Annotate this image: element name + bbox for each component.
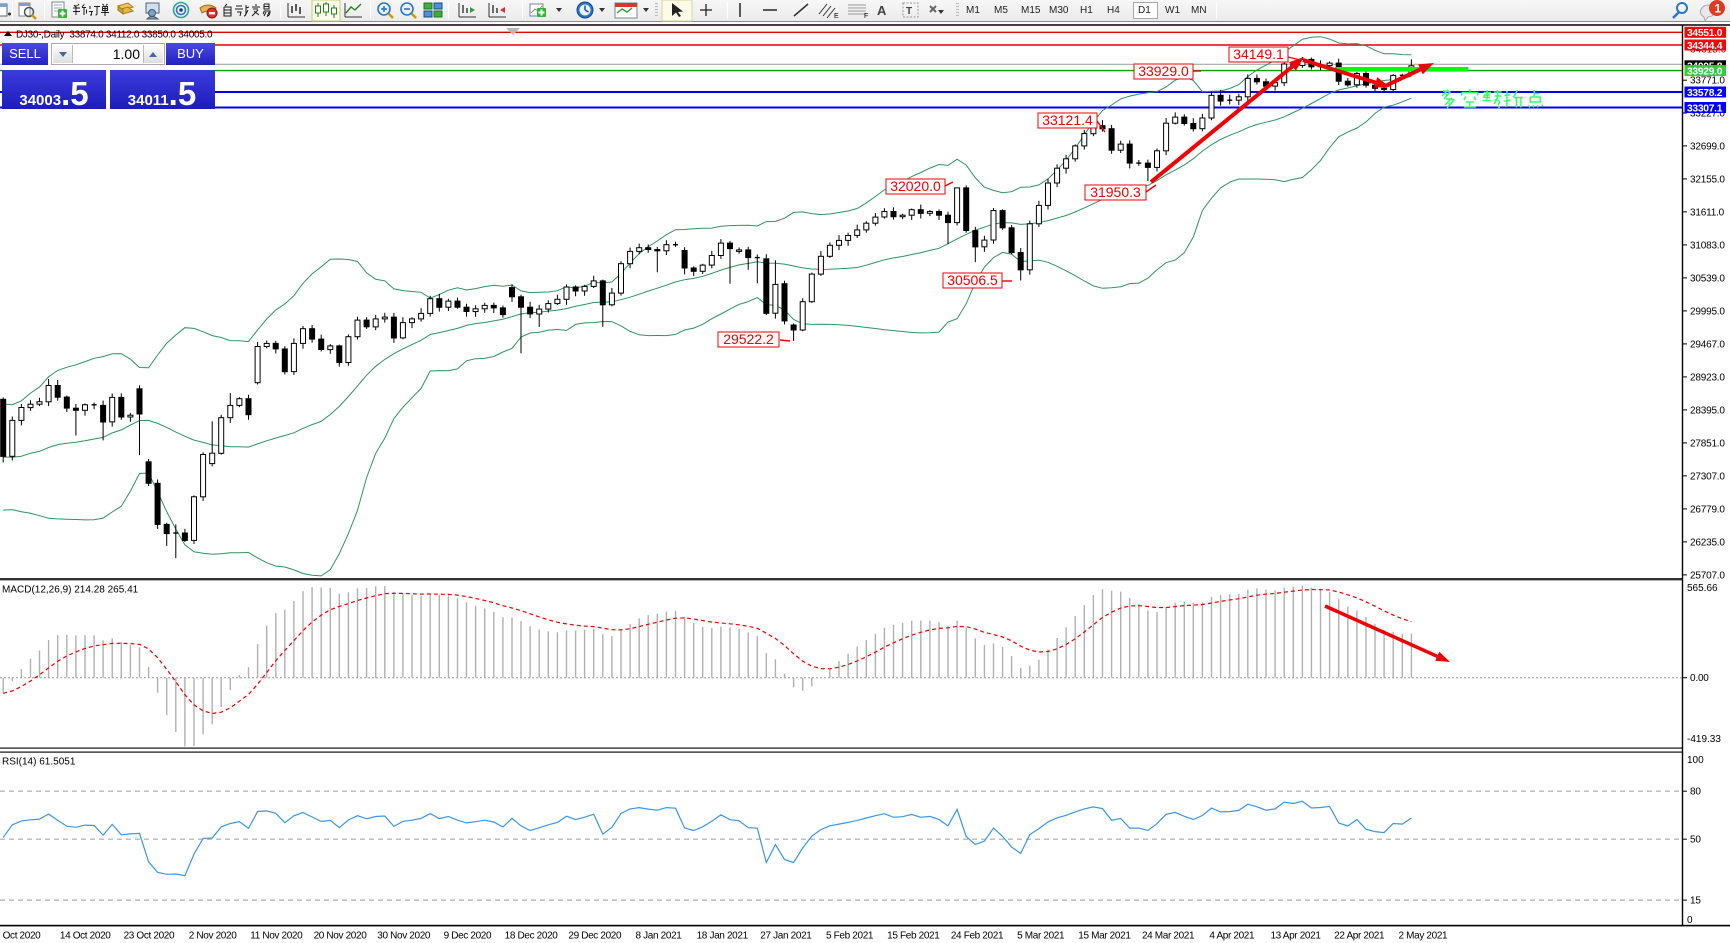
- svg-text:8 Jan 2021: 8 Jan 2021: [636, 931, 683, 942]
- svg-text:24 Feb 2021: 24 Feb 2021: [951, 931, 1004, 942]
- svg-text:33227.0: 33227.0: [1690, 109, 1725, 120]
- svg-text:34149.1: 34149.1: [1233, 46, 1284, 62]
- svg-text:23 Oct 2020: 23 Oct 2020: [124, 931, 175, 942]
- svg-text:2 May 2021: 2 May 2021: [1399, 931, 1449, 942]
- svg-text:32155.0: 32155.0: [1690, 174, 1725, 185]
- svg-text:F: F: [864, 13, 868, 20]
- svg-text:33578.2: 33578.2: [1687, 88, 1723, 99]
- svg-text:33929.0: 33929.0: [1138, 63, 1189, 79]
- svg-text:100: 100: [1687, 755, 1704, 766]
- svg-text:30 Nov 2020: 30 Nov 2020: [377, 931, 431, 942]
- svg-text:Oct 2020: Oct 2020: [3, 931, 42, 942]
- svg-text:MACD(12,26,9) 214.28 265.41: MACD(12,26,9) 214.28 265.41: [2, 585, 139, 596]
- svg-text:32699.0: 32699.0: [1690, 141, 1725, 152]
- svg-text:A: A: [877, 3, 887, 18]
- svg-text:1: 1: [1715, 2, 1722, 16]
- svg-text:32020.0: 32020.0: [890, 178, 941, 194]
- svg-text:29467.0: 29467.0: [1690, 339, 1725, 350]
- svg-text:28395.0: 28395.0: [1690, 405, 1725, 416]
- svg-text:20 Nov 2020: 20 Nov 2020: [314, 931, 368, 942]
- svg-text:28923.0: 28923.0: [1690, 372, 1725, 383]
- svg-text:31083.0: 31083.0: [1690, 240, 1725, 251]
- svg-text:E: E: [834, 13, 839, 20]
- svg-text:5 Feb 2021: 5 Feb 2021: [826, 931, 874, 942]
- svg-text:18 Jan 2021: 18 Jan 2021: [697, 931, 749, 942]
- svg-text:25707.0: 25707.0: [1690, 570, 1725, 581]
- svg-text:34551.0: 34551.0: [1687, 28, 1723, 39]
- svg-text:27 Jan 2021: 27 Jan 2021: [760, 931, 812, 942]
- svg-text:31611.0: 31611.0: [1690, 207, 1725, 218]
- svg-text:14 Oct 2020: 14 Oct 2020: [60, 931, 111, 942]
- svg-text:30539.0: 30539.0: [1690, 273, 1725, 284]
- svg-text:5 Mar 2021: 5 Mar 2021: [1017, 931, 1065, 942]
- svg-text:24 Mar 2021: 24 Mar 2021: [1142, 931, 1195, 942]
- svg-text:RSI(14) 61.5051: RSI(14) 61.5051: [2, 757, 76, 768]
- svg-text:31950.3: 31950.3: [1090, 184, 1141, 200]
- svg-text:29522.2: 29522.2: [723, 331, 774, 347]
- svg-text:T: T: [906, 6, 912, 17]
- svg-text:50: 50: [1690, 835, 1701, 846]
- svg-text:27307.0: 27307.0: [1690, 471, 1725, 482]
- svg-text:9 Dec 2020: 9 Dec 2020: [444, 931, 492, 942]
- svg-text:29 Dec 2020: 29 Dec 2020: [568, 931, 622, 942]
- svg-text:2 Nov 2020: 2 Nov 2020: [189, 931, 237, 942]
- svg-text:26235.0: 26235.0: [1690, 537, 1725, 548]
- svg-text:-419.33: -419.33: [1687, 734, 1721, 745]
- svg-text:30506.5: 30506.5: [947, 272, 998, 288]
- svg-text:26779.0: 26779.0: [1690, 504, 1725, 515]
- svg-text:33771.0: 33771.0: [1690, 76, 1725, 87]
- svg-text:DJ30-,Daily 33874.0 34112.0 3: DJ30-,Daily 33874.0 34112.0 33850.0 3400…: [16, 30, 213, 41]
- svg-text:33307.1: 33307.1: [1687, 103, 1723, 114]
- svg-text:80: 80: [1690, 787, 1701, 798]
- svg-text:33929.0: 33929.0: [1687, 66, 1723, 77]
- svg-text:13 Apr 2021: 13 Apr 2021: [1270, 931, 1321, 942]
- svg-text:565.66: 565.66: [1687, 583, 1718, 594]
- svg-text:29995.0: 29995.0: [1690, 306, 1725, 317]
- svg-text:15: 15: [1690, 896, 1701, 907]
- svg-text:18 Dec 2020: 18 Dec 2020: [505, 931, 559, 942]
- svg-text:33121.4: 33121.4: [1042, 112, 1093, 128]
- svg-text:0: 0: [1687, 915, 1693, 926]
- svg-text:34344.4: 34344.4: [1687, 41, 1723, 52]
- svg-text:11 Nov 2020: 11 Nov 2020: [250, 931, 303, 942]
- svg-text:22 Apr 2021: 22 Apr 2021: [1334, 931, 1385, 942]
- svg-text:15 Mar 2021: 15 Mar 2021: [1078, 931, 1131, 942]
- svg-text:0.00: 0.00: [1690, 673, 1709, 684]
- svg-text:27851.0: 27851.0: [1690, 438, 1725, 449]
- svg-text:4 Apr 2021: 4 Apr 2021: [1209, 931, 1255, 942]
- svg-text:15 Feb 2021: 15 Feb 2021: [887, 931, 940, 942]
